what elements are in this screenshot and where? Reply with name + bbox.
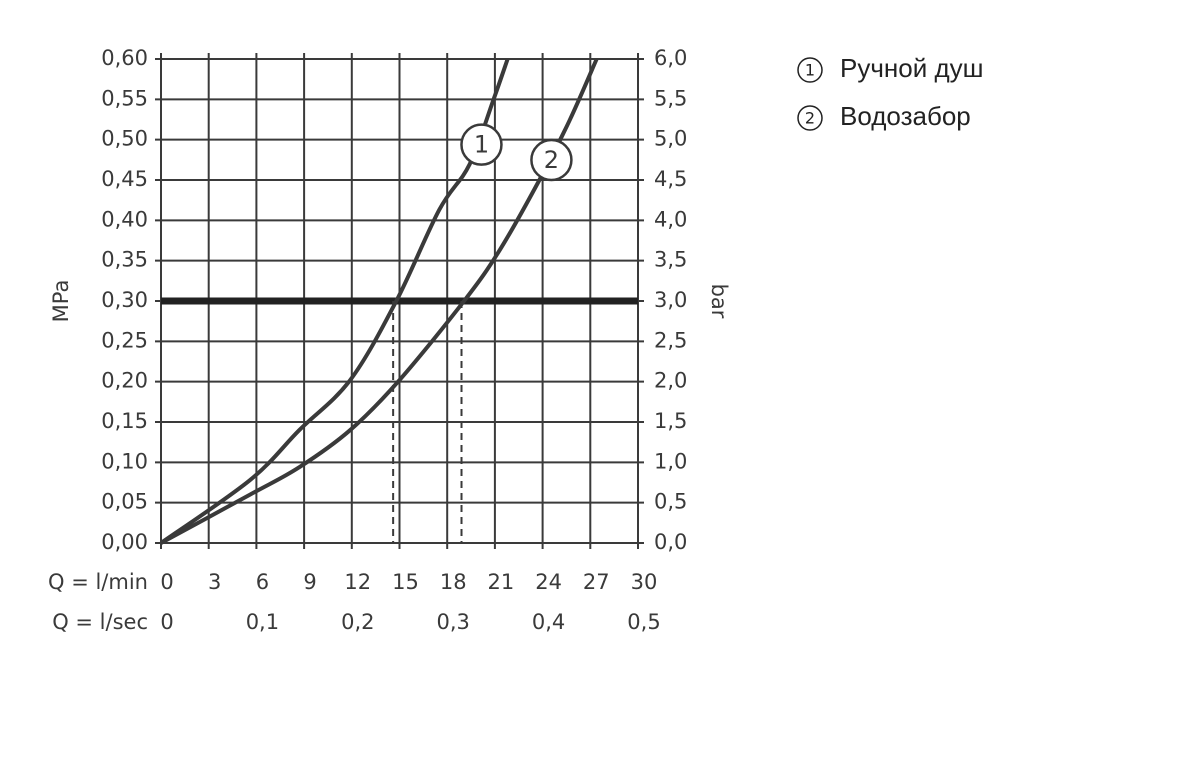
y2-tick-label: 0,0: [654, 530, 687, 554]
legend-symbol: [797, 57, 823, 83]
y2-tick-label: 4,5: [654, 167, 687, 191]
x2-tick-label: 0,5: [627, 610, 660, 634]
y2-tick-label: 2,0: [654, 369, 687, 393]
y-tick-label: 0,50: [101, 127, 148, 151]
x2-tick-label: 0: [160, 610, 173, 634]
x-tick-label: 0: [160, 570, 173, 594]
x-tick-label: 15: [392, 570, 419, 594]
y2-tick-label: 6,0: [654, 46, 687, 70]
x2-tick-label: 0,4: [532, 610, 565, 634]
y-tick-label: 0,25: [101, 328, 148, 352]
y-tick-label: 0,55: [101, 86, 148, 110]
y2-tick-label: 2,5: [654, 328, 687, 352]
x-tick-label: 9: [303, 570, 316, 594]
x-tick-label: 27: [583, 570, 610, 594]
x-tick-label: 3: [208, 570, 221, 594]
x-tick-label: 6: [256, 570, 269, 594]
series-marker-circle: [460, 123, 503, 166]
x-axis-title: Q = l/min: [48, 570, 148, 594]
x2-axis-title: Q = l/sec: [52, 610, 148, 634]
legend-label: Ручной душ: [840, 53, 983, 83]
y-tick-label: 0,15: [101, 409, 148, 433]
y-tick-label: 0,05: [101, 490, 148, 514]
y-tick-label: 0,20: [101, 369, 148, 393]
y-tick-label: 0,35: [101, 248, 148, 272]
y2-tick-label: 1,0: [654, 449, 687, 473]
y-tick-label: 0,10: [101, 449, 148, 473]
y-tick-label: 0,60: [101, 46, 148, 70]
y-tick-label: 0,30: [101, 288, 148, 312]
x2-tick-label: 0,2: [341, 610, 374, 634]
y2-tick-label: 3,0: [654, 288, 687, 312]
x-tick-label: 12: [344, 570, 371, 594]
x-tick-label: 21: [488, 570, 515, 594]
x-tick-label: 24: [535, 570, 562, 594]
legend-label: Водозабор: [840, 101, 971, 131]
x2-tick-label: 0,1: [246, 610, 279, 634]
y2-tick-label: 1,5: [654, 409, 687, 433]
y2-tick-label: 0,5: [654, 490, 687, 514]
series-marker-label: 2: [544, 146, 559, 174]
series-marker-circle: [530, 138, 573, 182]
x2-tick-label: 0,3: [436, 610, 469, 634]
y-tick-label: 0,45: [101, 167, 148, 191]
y2-tick-label: 5,5: [654, 86, 687, 110]
series-marker-label: 1: [474, 131, 489, 159]
y2-tick-label: 3,5: [654, 248, 687, 272]
x-tick-label: 18: [440, 570, 467, 594]
y2-tick-label: 5,0: [654, 127, 687, 151]
y2-tick-label: 4,0: [654, 207, 687, 231]
y-tick-label: 0,40: [101, 207, 148, 231]
legend-symbol: [797, 105, 823, 131]
x-tick-label: 30: [631, 570, 658, 594]
y-axis-title: MPa: [49, 280, 73, 323]
y2-axis-title: bar: [707, 284, 731, 319]
y-tick-label: 0,00: [101, 530, 148, 554]
legend-symbol-label: 2: [805, 109, 815, 128]
legend-symbol-label: 1: [805, 61, 815, 80]
